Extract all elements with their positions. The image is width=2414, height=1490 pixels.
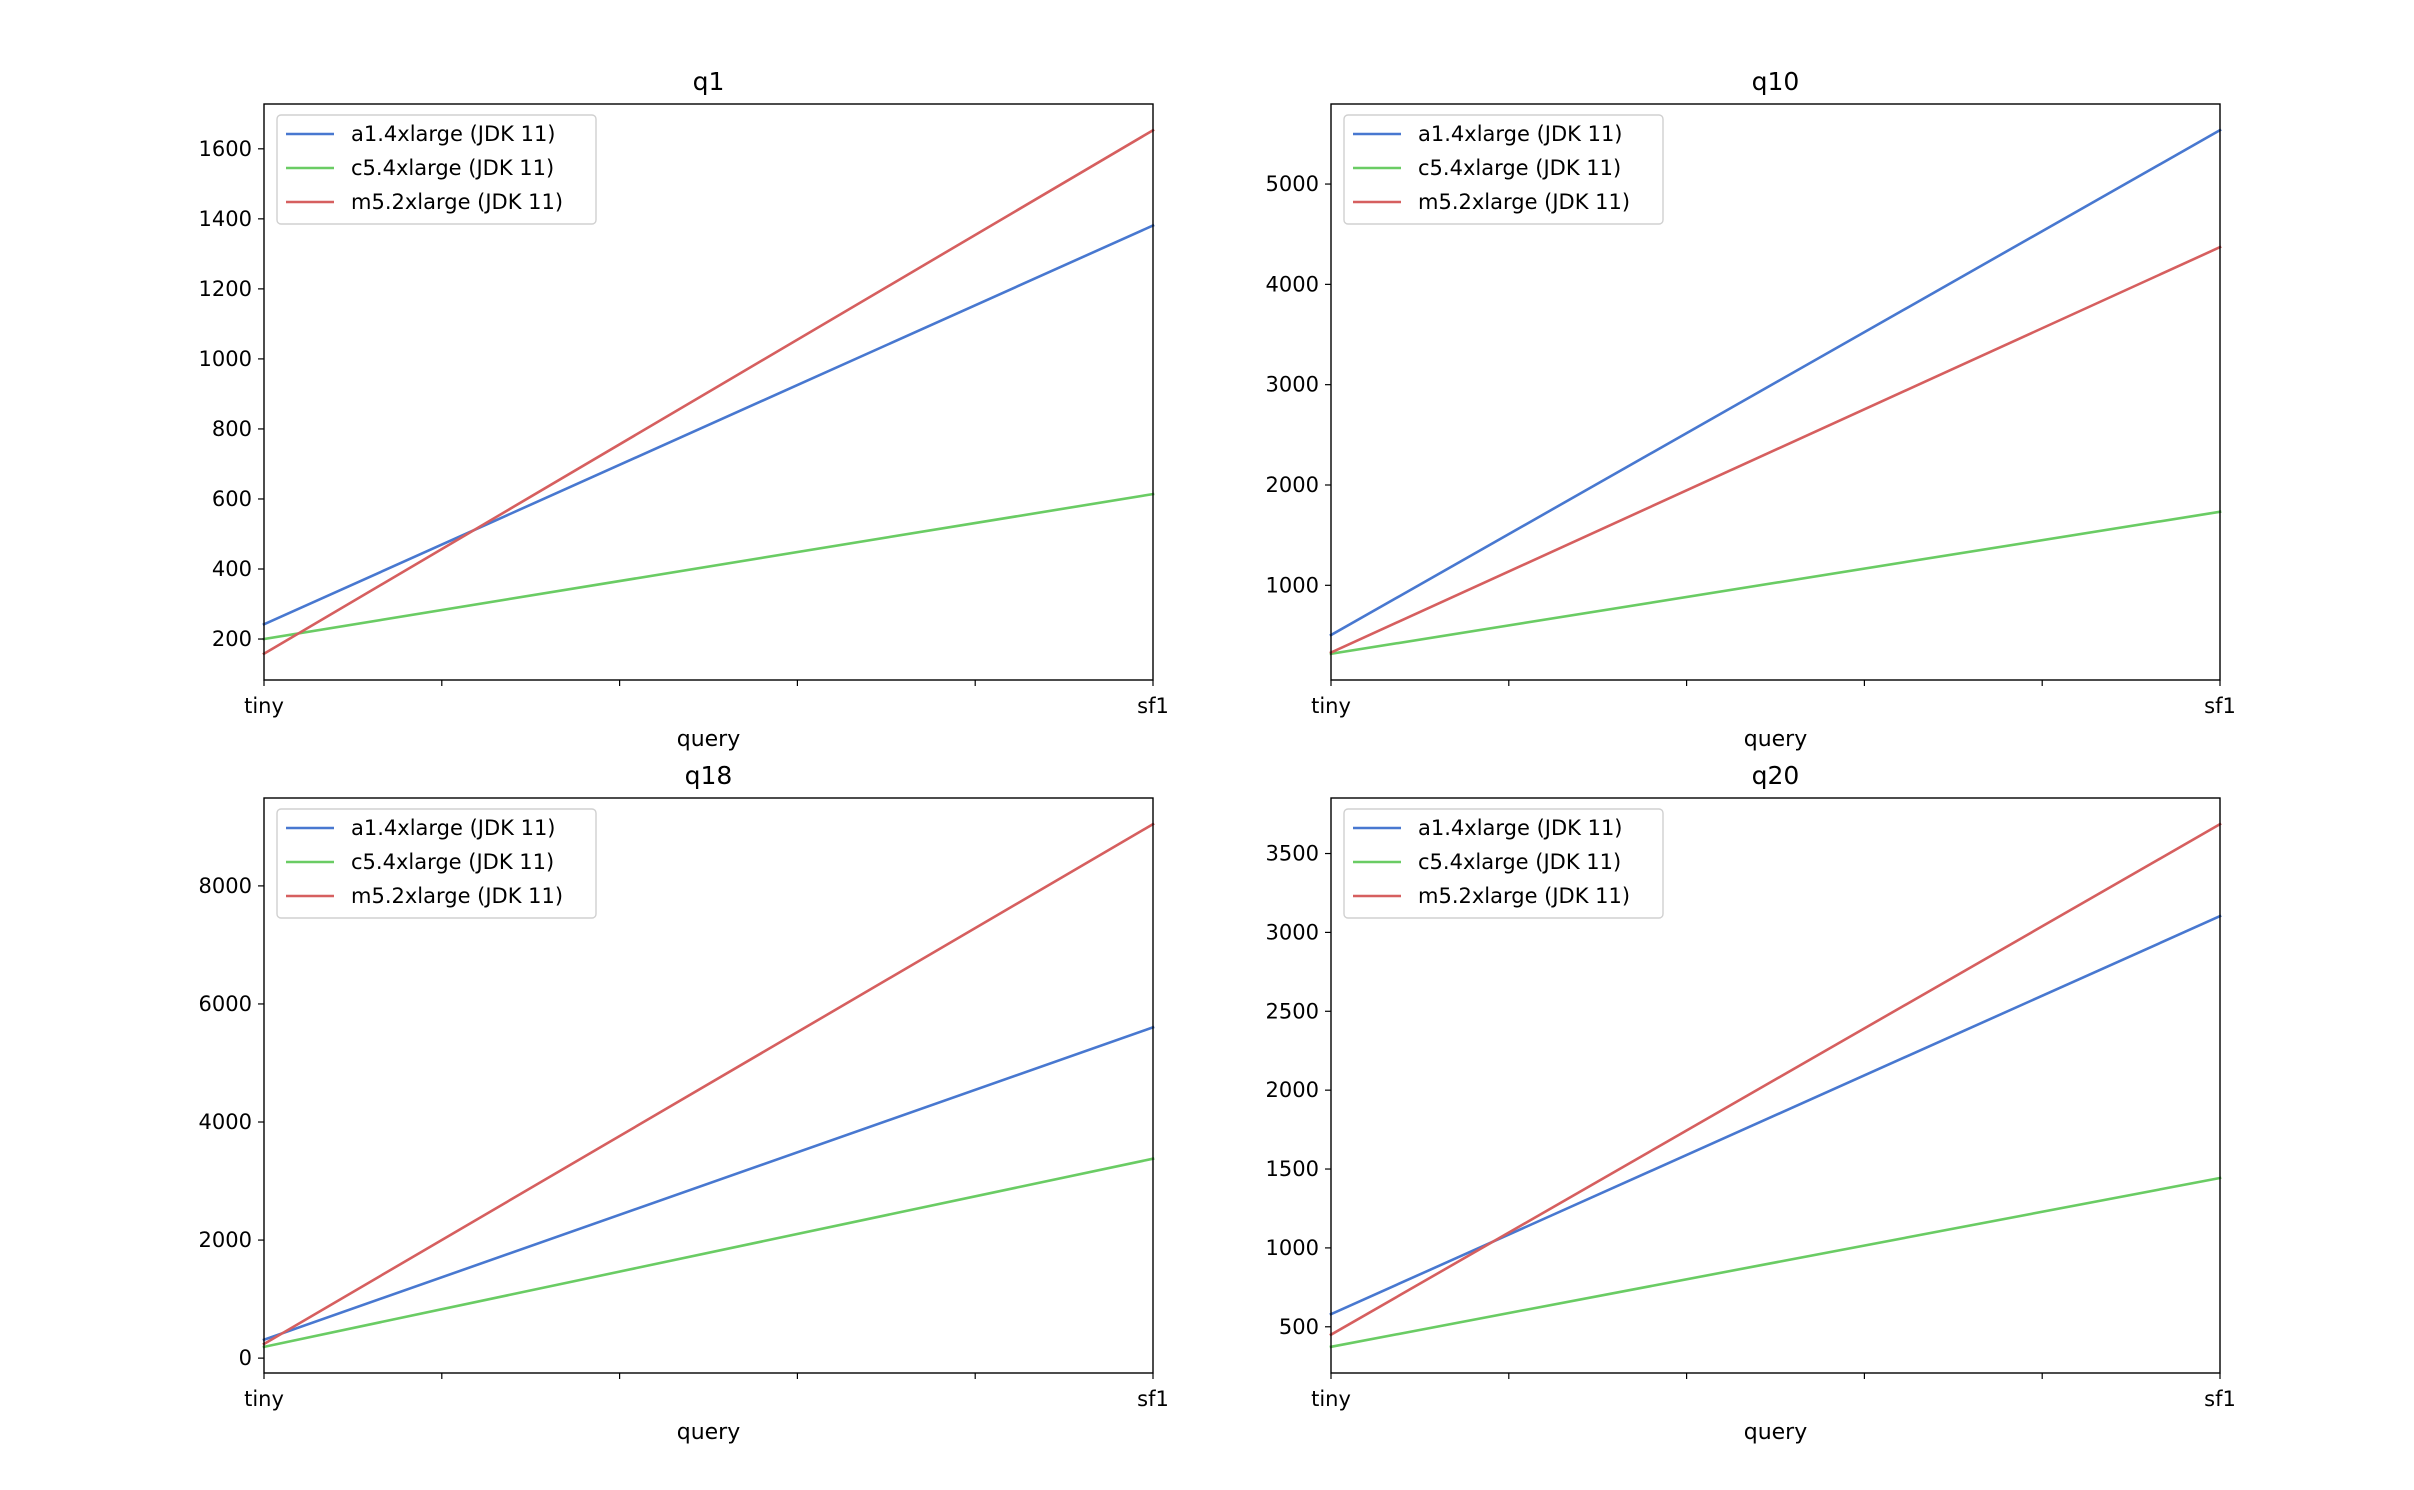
series-line-3 (262, 128, 1155, 656)
y-tick-label: 600 (212, 487, 252, 511)
axes-frame (263, 103, 1154, 681)
y-tick-label: 4000 (1266, 272, 1319, 296)
y-tick-label: 1400 (199, 207, 252, 231)
series-line-3 (1329, 245, 2222, 655)
y-tick-label: 1000 (1266, 573, 1319, 597)
y-tick-label: 2000 (1266, 473, 1319, 497)
legend: a1.4xlarge (JDK 11) c5.4xlarge (JDK 11) m5… (1343, 114, 1664, 225)
legend-label: c5.4xlarge (JDK 11) (1418, 156, 1621, 180)
legend-box (276, 808, 597, 919)
series-line-1 (1329, 128, 2222, 637)
legend: a1.4xlarge (JDK 11) c5.4xlarge (JDK 11) m5… (1343, 808, 1664, 919)
x-tick-label: tiny (244, 694, 284, 718)
series-line-2 (262, 1157, 1155, 1349)
axes-frame (1330, 797, 2221, 1374)
legend-label: a1.4xlarge (JDK 11) (1418, 122, 1623, 146)
y-tick-label: 1200 (199, 277, 252, 301)
y-tick-label: 2000 (199, 1228, 252, 1252)
legend-label: a1.4xlarge (JDK 11) (1418, 816, 1623, 840)
y-tick-label: 500 (1279, 1315, 1319, 1339)
y-tick-label: 6000 (199, 992, 252, 1016)
series-line-2 (1329, 510, 2222, 656)
x-axis-label: query (677, 727, 741, 752)
series-line-3 (262, 822, 1155, 1346)
axes-frame (263, 797, 1154, 1374)
y-tick-label: 4000 (199, 1110, 252, 1134)
series-line-2 (1329, 1176, 2222, 1349)
legend-label: a1.4xlarge (JDK 11) (351, 816, 556, 840)
series-line-1 (262, 223, 1155, 627)
legend: a1.4xlarge (JDK 11) c5.4xlarge (JDK 11) m5… (276, 114, 597, 225)
x-axis-label: query (677, 1420, 741, 1445)
legend-label: a1.4xlarge (JDK 11) (351, 122, 556, 146)
y-tick-label: 5000 (1266, 172, 1319, 196)
x-tick-label: tiny (1311, 694, 1351, 718)
x-tick-label: tiny (244, 1387, 284, 1411)
legend-label: c5.4xlarge (JDK 11) (351, 156, 554, 180)
legend-label: m5.2xlarge (JDK 11) (351, 884, 563, 908)
chart-title: q18 (685, 761, 733, 790)
legend: a1.4xlarge (JDK 11) c5.4xlarge (JDK 11) m5… (276, 808, 597, 919)
x-tick-label: sf1 (2204, 1387, 2236, 1411)
x-tick-label: sf1 (1137, 694, 1169, 718)
x-axis-label: query (1744, 727, 1808, 752)
y-tick-label: 1500 (1266, 1157, 1319, 1181)
x-tick-label: tiny (1311, 1387, 1351, 1411)
y-tick-label: 1600 (199, 137, 252, 161)
legend-label: c5.4xlarge (JDK 11) (351, 850, 554, 874)
x-tick-label: sf1 (2204, 694, 2236, 718)
y-tick-label: 800 (212, 417, 252, 441)
legend-label: m5.2xlarge (JDK 11) (351, 190, 563, 214)
axes-frame (1330, 103, 2221, 681)
chart-title: q10 (1752, 67, 1800, 96)
series-line-3 (1329, 822, 2222, 1337)
y-tick-label: 1000 (1266, 1236, 1319, 1260)
subplot-q18: q18 0 2000 4000 6000 8000 tiny sf1 query a1.4xlar… (199, 761, 1169, 1445)
y-tick-label: 0 (239, 1346, 252, 1370)
legend-label: m5.2xlarge (JDK 11) (1418, 190, 1630, 214)
series-line-1 (1329, 914, 2222, 1316)
y-tick-label: 3000 (1266, 373, 1319, 397)
subplot-q1: q1 200 400 600 800 1000 1200 1400 1600 tiny sf1 que… (199, 67, 1169, 752)
legend-label: c5.4xlarge (JDK 11) (1418, 850, 1621, 874)
chart-title: q1 (693, 67, 725, 96)
y-tick-label: 2500 (1266, 999, 1319, 1023)
x-tick-label: sf1 (1137, 1387, 1169, 1411)
y-tick-label: 3000 (1266, 920, 1319, 944)
y-tick-label: 1000 (199, 347, 252, 371)
subplot-q10: q10 1000 2000 3000 4000 5000 tiny sf1 query a1.4x… (1266, 67, 2236, 752)
legend-box (276, 114, 597, 225)
y-tick-label: 3500 (1266, 842, 1319, 866)
y-tick-label: 8000 (199, 874, 252, 898)
series-line-2 (262, 492, 1155, 641)
y-tick-label: 2000 (1266, 1078, 1319, 1102)
y-tick-label: 400 (212, 557, 252, 581)
subplot-q20: q20 500 1000 1500 2000 2500 3000 3500 tiny sf1 que… (1266, 761, 2236, 1445)
chart-title: q20 (1752, 761, 1800, 790)
x-axis-label: query (1744, 1420, 1808, 1445)
legend-box (1343, 114, 1664, 225)
series-line-1 (262, 1025, 1155, 1342)
y-tick-label: 200 (212, 627, 252, 651)
legend-box (1343, 808, 1664, 919)
legend-label: m5.2xlarge (JDK 11) (1418, 884, 1630, 908)
